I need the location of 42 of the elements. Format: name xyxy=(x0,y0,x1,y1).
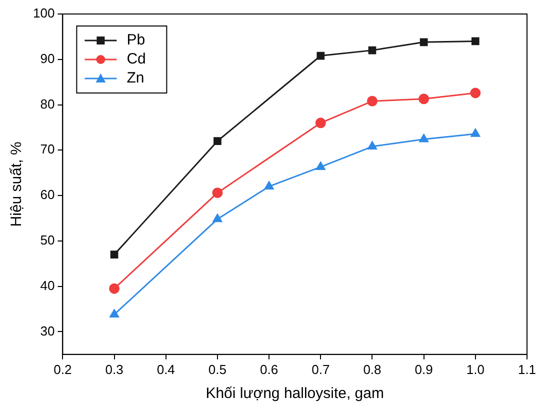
point xyxy=(264,181,274,190)
x-tick-label: 0.8 xyxy=(363,362,382,377)
y-tick-label: 100 xyxy=(32,6,55,21)
y-tick-label: 30 xyxy=(40,323,55,338)
x-tick-label: 1.1 xyxy=(518,362,536,377)
x-tick-label: 0.5 xyxy=(208,362,226,377)
point xyxy=(214,137,222,146)
point xyxy=(420,38,428,46)
point xyxy=(418,94,430,104)
x-axis-title: Khối lượng halloysite, gam xyxy=(206,385,384,402)
y-tick-label: 40 xyxy=(40,278,55,293)
y-tick-label: 70 xyxy=(40,142,55,157)
point xyxy=(110,250,118,258)
legend-label: Cd xyxy=(126,50,146,68)
legend-label: Zn xyxy=(126,70,144,87)
point xyxy=(366,96,378,106)
point xyxy=(110,309,119,318)
x-tick-label: 0.4 xyxy=(156,362,175,377)
point xyxy=(471,37,480,46)
point xyxy=(212,188,223,198)
point xyxy=(316,162,326,170)
x-tick-label: 0.9 xyxy=(414,362,433,377)
y-tick-label: 50 xyxy=(40,232,55,248)
x-tick-label: 0.3 xyxy=(105,362,124,377)
point xyxy=(368,46,376,54)
y-axis-title: Hiệu suất, % xyxy=(8,142,26,227)
point xyxy=(212,214,222,222)
point xyxy=(315,118,326,128)
point xyxy=(470,128,480,137)
x-tick-label: 1.0 xyxy=(466,362,484,377)
y-tick-label: 80 xyxy=(40,96,55,112)
point xyxy=(109,283,120,294)
point xyxy=(419,134,428,142)
y-tick-label: 60 xyxy=(40,187,55,202)
x-tick-label: 0.2 xyxy=(54,362,72,377)
point xyxy=(470,88,481,98)
legend-label: Pb xyxy=(126,32,146,49)
point xyxy=(368,141,377,150)
x-tick-label: 0.7 xyxy=(312,362,330,377)
point xyxy=(316,52,325,60)
x-tick-label: 0.6 xyxy=(260,362,278,377)
y-tick-label: 90 xyxy=(40,50,55,66)
